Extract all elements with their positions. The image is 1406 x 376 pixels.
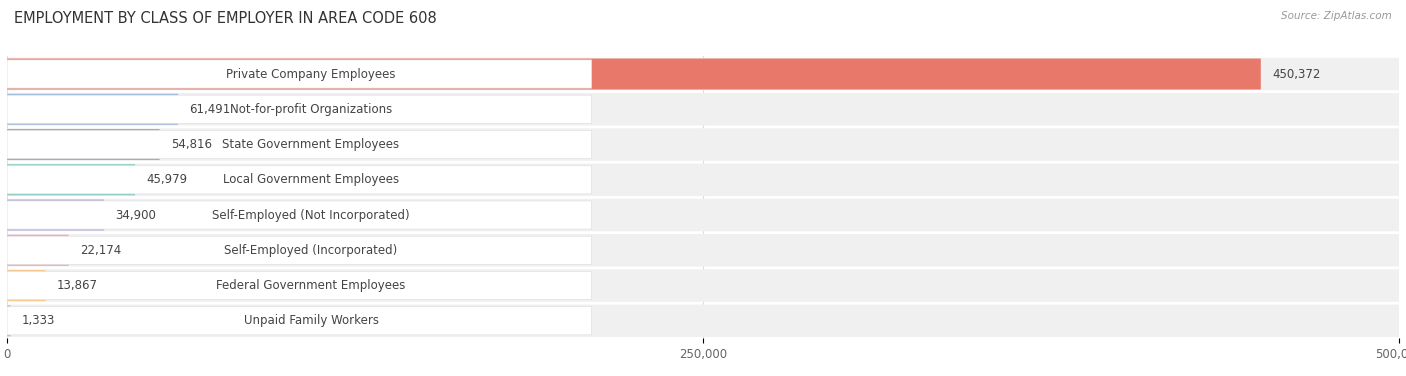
Text: 1,333: 1,333 <box>22 314 55 327</box>
FancyBboxPatch shape <box>7 58 1399 90</box>
Text: 61,491: 61,491 <box>190 103 231 116</box>
Text: 34,900: 34,900 <box>115 209 156 221</box>
Text: State Government Employees: State Government Employees <box>222 138 399 151</box>
FancyBboxPatch shape <box>7 271 592 300</box>
FancyBboxPatch shape <box>7 235 69 266</box>
FancyBboxPatch shape <box>7 199 1399 231</box>
FancyBboxPatch shape <box>7 234 1399 267</box>
FancyBboxPatch shape <box>7 95 592 123</box>
Text: Not-for-profit Organizations: Not-for-profit Organizations <box>231 103 392 116</box>
FancyBboxPatch shape <box>7 201 592 229</box>
FancyBboxPatch shape <box>7 269 1399 302</box>
Text: Self-Employed (Incorporated): Self-Employed (Incorporated) <box>225 244 398 257</box>
Text: Private Company Employees: Private Company Employees <box>226 68 395 80</box>
Text: 13,867: 13,867 <box>56 279 98 292</box>
FancyBboxPatch shape <box>7 59 1261 89</box>
Text: Unpaid Family Workers: Unpaid Family Workers <box>243 314 378 327</box>
FancyBboxPatch shape <box>7 307 592 335</box>
FancyBboxPatch shape <box>7 93 1399 126</box>
Text: 54,816: 54,816 <box>170 138 212 151</box>
Text: Self-Employed (Not Incorporated): Self-Employed (Not Incorporated) <box>212 209 409 221</box>
FancyBboxPatch shape <box>7 129 160 160</box>
FancyBboxPatch shape <box>7 305 1399 337</box>
Text: 45,979: 45,979 <box>146 173 187 186</box>
Text: 22,174: 22,174 <box>80 244 121 257</box>
Text: EMPLOYMENT BY CLASS OF EMPLOYER IN AREA CODE 608: EMPLOYMENT BY CLASS OF EMPLOYER IN AREA … <box>14 11 437 26</box>
FancyBboxPatch shape <box>7 60 592 88</box>
FancyBboxPatch shape <box>7 164 135 195</box>
Text: 450,372: 450,372 <box>1272 68 1320 80</box>
FancyBboxPatch shape <box>7 236 592 264</box>
FancyBboxPatch shape <box>7 130 592 159</box>
FancyBboxPatch shape <box>7 200 104 230</box>
Text: Source: ZipAtlas.com: Source: ZipAtlas.com <box>1281 11 1392 21</box>
FancyBboxPatch shape <box>7 164 1399 196</box>
Text: Local Government Employees: Local Government Employees <box>224 173 399 186</box>
Text: Federal Government Employees: Federal Government Employees <box>217 279 406 292</box>
FancyBboxPatch shape <box>7 305 11 336</box>
FancyBboxPatch shape <box>7 94 179 125</box>
FancyBboxPatch shape <box>7 128 1399 161</box>
FancyBboxPatch shape <box>7 166 592 194</box>
FancyBboxPatch shape <box>7 270 45 301</box>
